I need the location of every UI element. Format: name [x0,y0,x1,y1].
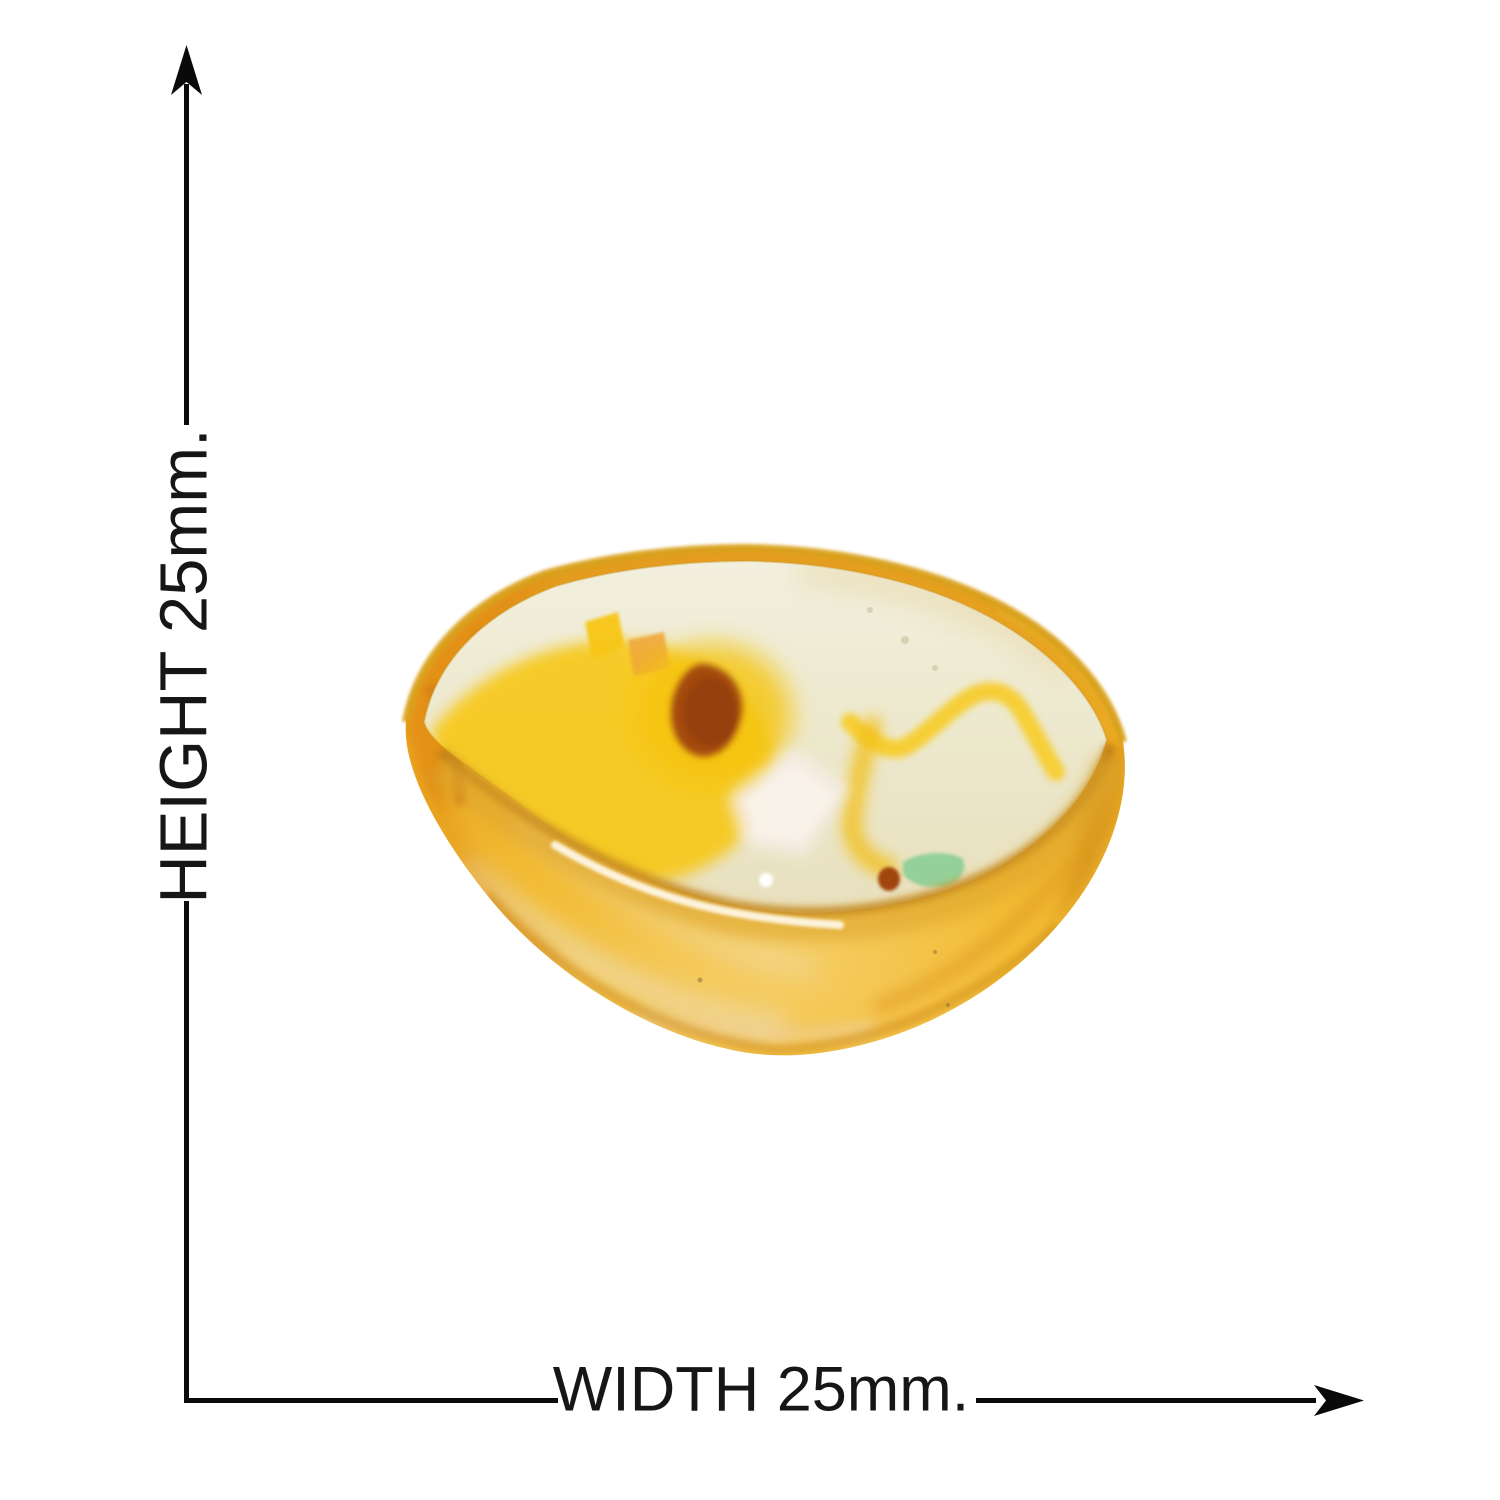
glint-dot [759,873,773,887]
width-label: WIDTH 25mm. [552,1354,970,1425]
yellow-band-center [841,716,898,878]
width-line-left [184,1398,558,1403]
height-line-lower [184,901,189,1403]
arrowhead-shape [1314,1385,1364,1416]
product-photo-agate-bowl [402,543,1127,1056]
gloss-highlight-core [745,764,836,842]
specular-streak [551,841,844,929]
yellow-ribbon-right [841,682,1065,781]
bowl-rim-highlight [402,543,1127,744]
rust-dot [878,867,900,891]
green-inclusion [903,853,965,888]
bottom-pale-streak [457,859,788,1039]
right-bottom-wisp [873,855,1079,1013]
bowl-front-rim [430,743,1125,942]
yellow-fleck-1 [585,612,625,658]
bottom-edge-shade [483,891,1062,1056]
body-specks [697,950,950,1007]
width-line-right [976,1398,1316,1403]
height-line-upper [184,84,189,425]
width-arrow-right-icon [1314,1385,1364,1416]
arrowhead-shape [171,45,202,95]
height-arrow-up-icon [171,45,202,95]
height-label: HEIGHT 25mm. [146,428,222,904]
brown-inclusion-core [684,678,736,746]
interior-speckles [867,607,938,671]
